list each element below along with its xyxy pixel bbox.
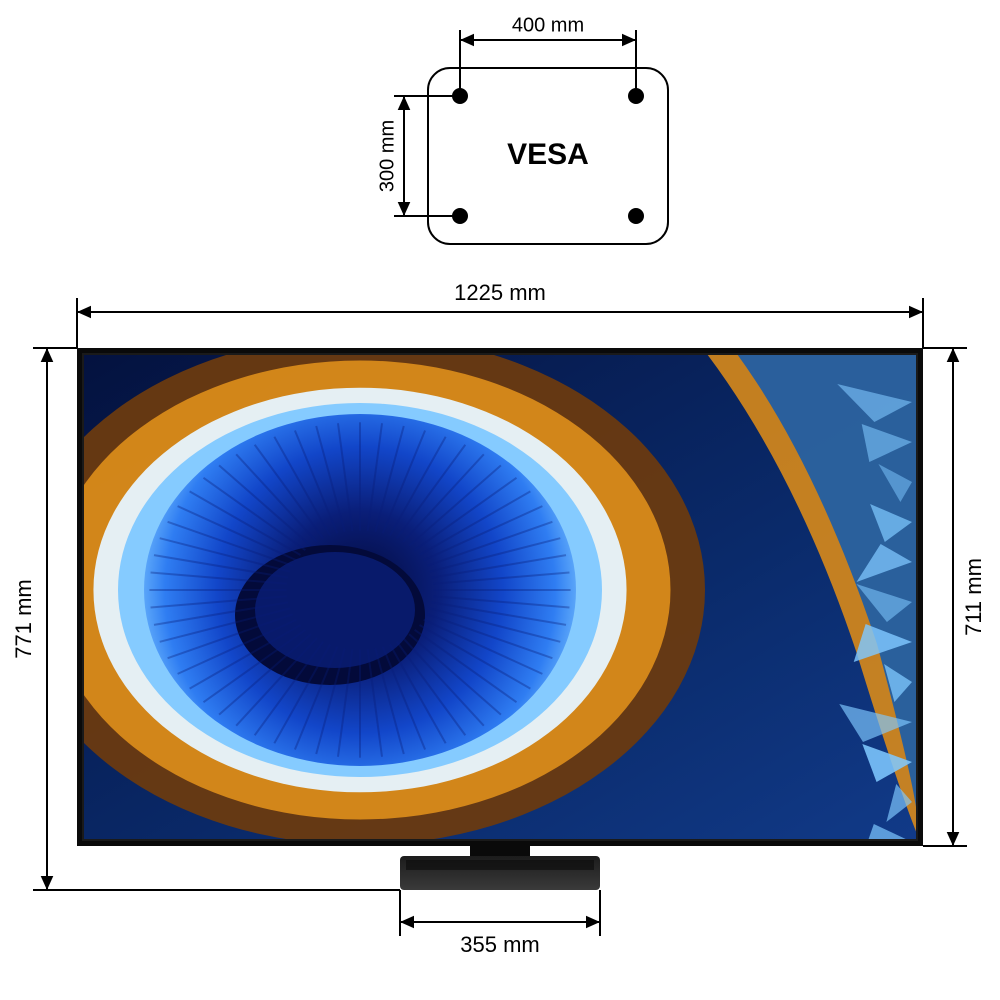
vesa-label: VESA [507, 138, 589, 171]
dim-tv-height-panel: 711 mm [961, 558, 986, 636]
vesa-height-label: 300 mm [376, 120, 398, 192]
vesa-width-label: 400 mm [512, 14, 584, 36]
vesa-hole [628, 208, 644, 224]
dim-tv-width: 1225 mm [454, 280, 546, 305]
dim-stand-width: 355 mm [460, 932, 539, 957]
dim-tv-height-stand: 771 mm [11, 579, 36, 658]
tv-stand-neck [470, 846, 530, 856]
tv-screen [15, 335, 917, 862]
dimension-diagram: VESA 400 mm 300 mm 1225 mm 771 mm 711 mm 355 m… [0, 0, 1000, 1000]
